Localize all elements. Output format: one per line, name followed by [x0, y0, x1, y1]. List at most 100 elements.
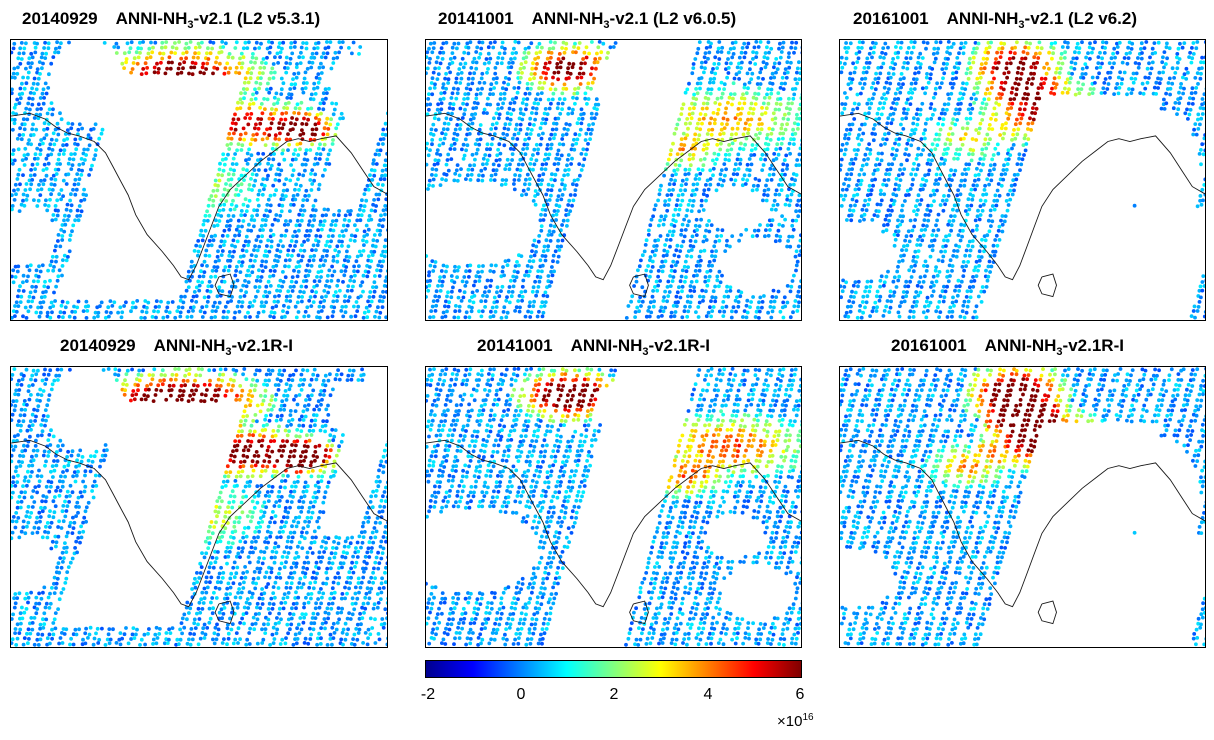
data-point — [196, 55, 200, 60]
data-point — [556, 116, 561, 121]
data-point — [975, 90, 980, 95]
data-point — [972, 46, 976, 51]
data-point — [294, 280, 299, 284]
data-point — [743, 126, 747, 131]
data-point — [258, 81, 263, 86]
data-point — [745, 178, 750, 183]
data-point — [330, 234, 335, 238]
data-point — [541, 131, 545, 136]
data-point — [991, 112, 995, 117]
data-point — [75, 208, 80, 213]
data-point — [867, 289, 872, 294]
data-point — [139, 315, 144, 320]
data-point — [979, 62, 984, 66]
data-point — [352, 239, 357, 243]
data-point — [510, 152, 515, 156]
data-point — [887, 310, 892, 314]
data-point — [291, 168, 296, 173]
data-point — [316, 239, 321, 244]
data-point — [748, 106, 753, 111]
data-point — [322, 219, 327, 223]
data-point — [426, 295, 428, 299]
data-point — [278, 289, 283, 293]
data-point — [11, 71, 16, 76]
data-point — [177, 40, 182, 44]
data-point — [323, 168, 327, 172]
data-point — [254, 294, 258, 299]
data-point — [530, 82, 534, 86]
data-point — [442, 90, 447, 95]
data-point — [161, 315, 166, 320]
data-point — [237, 71, 242, 75]
data-point — [59, 117, 64, 122]
data-point — [782, 158, 787, 162]
data-point — [375, 228, 380, 233]
data-point — [861, 40, 865, 45]
data-point — [840, 157, 844, 162]
data-point — [40, 91, 45, 96]
data-point — [848, 309, 853, 314]
data-point — [550, 172, 554, 177]
data-point — [840, 70, 844, 75]
data-point — [908, 187, 913, 191]
data-point — [470, 81, 475, 86]
data-point — [215, 305, 220, 310]
data-point — [328, 40, 333, 44]
data-point — [555, 152, 560, 157]
data-point — [387, 187, 388, 191]
data-point — [373, 274, 377, 278]
data-point — [555, 260, 560, 264]
data-point — [472, 56, 477, 61]
data-point — [924, 85, 929, 90]
data-point — [205, 51, 209, 56]
data-point — [581, 111, 586, 116]
data-point — [230, 295, 234, 299]
data-point — [524, 107, 528, 112]
data-point — [295, 62, 299, 66]
data-point — [139, 72, 144, 76]
data-point — [708, 182, 713, 187]
data-point — [437, 143, 442, 148]
data-point — [309, 304, 314, 308]
data-point — [329, 117, 333, 122]
data-point — [548, 239, 553, 243]
data-point — [326, 127, 331, 131]
data-point — [51, 173, 56, 178]
data-point — [926, 213, 931, 217]
data-point — [255, 314, 260, 319]
data-point — [586, 127, 591, 132]
data-point — [849, 294, 853, 299]
data-point — [840, 55, 844, 60]
data-point — [943, 147, 947, 152]
data-point — [551, 75, 555, 80]
data-point — [28, 107, 32, 112]
data-point — [502, 126, 507, 131]
data-point — [553, 132, 557, 137]
data-point — [14, 300, 19, 305]
data-point — [57, 192, 62, 197]
data-point — [59, 41, 63, 46]
data-point — [181, 66, 185, 71]
data-point — [481, 293, 485, 298]
data-point — [293, 229, 297, 234]
data-point — [797, 77, 801, 82]
data-point — [932, 238, 937, 243]
data-point — [783, 217, 787, 222]
data-point — [570, 65, 575, 70]
data-point — [970, 197, 975, 202]
data-point — [925, 117, 930, 122]
data-point — [688, 121, 692, 126]
data-point — [303, 162, 308, 167]
data-point — [897, 137, 902, 141]
data-point — [857, 187, 861, 192]
data-point — [778, 131, 783, 136]
data-point — [523, 289, 528, 294]
data-point — [294, 65, 299, 70]
data-point — [321, 107, 326, 112]
data-point — [252, 208, 256, 213]
data-point — [908, 218, 913, 223]
data-point — [875, 111, 880, 116]
data-point — [799, 66, 801, 71]
data-point — [359, 253, 364, 258]
data-point — [362, 310, 367, 315]
